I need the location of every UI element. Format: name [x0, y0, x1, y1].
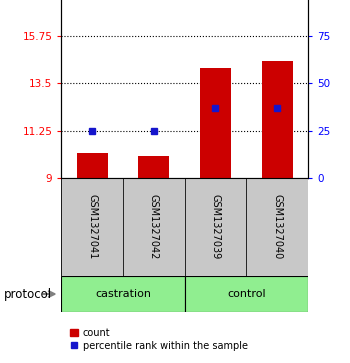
- Text: GSM1327042: GSM1327042: [149, 194, 159, 260]
- Bar: [262, 61, 293, 178]
- Text: GSM1327039: GSM1327039: [210, 194, 220, 260]
- Bar: [184, 276, 308, 312]
- Bar: [200, 68, 231, 178]
- Text: GSM1327041: GSM1327041: [87, 194, 97, 260]
- Bar: [138, 156, 169, 178]
- Bar: [77, 153, 107, 178]
- Bar: [246, 178, 308, 276]
- Bar: [61, 276, 185, 312]
- Bar: [184, 178, 246, 276]
- Bar: [123, 178, 184, 276]
- Text: GSM1327040: GSM1327040: [272, 194, 282, 260]
- Legend: count, percentile rank within the sample: count, percentile rank within the sample: [66, 324, 252, 355]
- Text: control: control: [227, 289, 266, 299]
- Bar: [61, 178, 123, 276]
- Text: castration: castration: [95, 289, 151, 299]
- Text: protocol: protocol: [4, 287, 52, 301]
